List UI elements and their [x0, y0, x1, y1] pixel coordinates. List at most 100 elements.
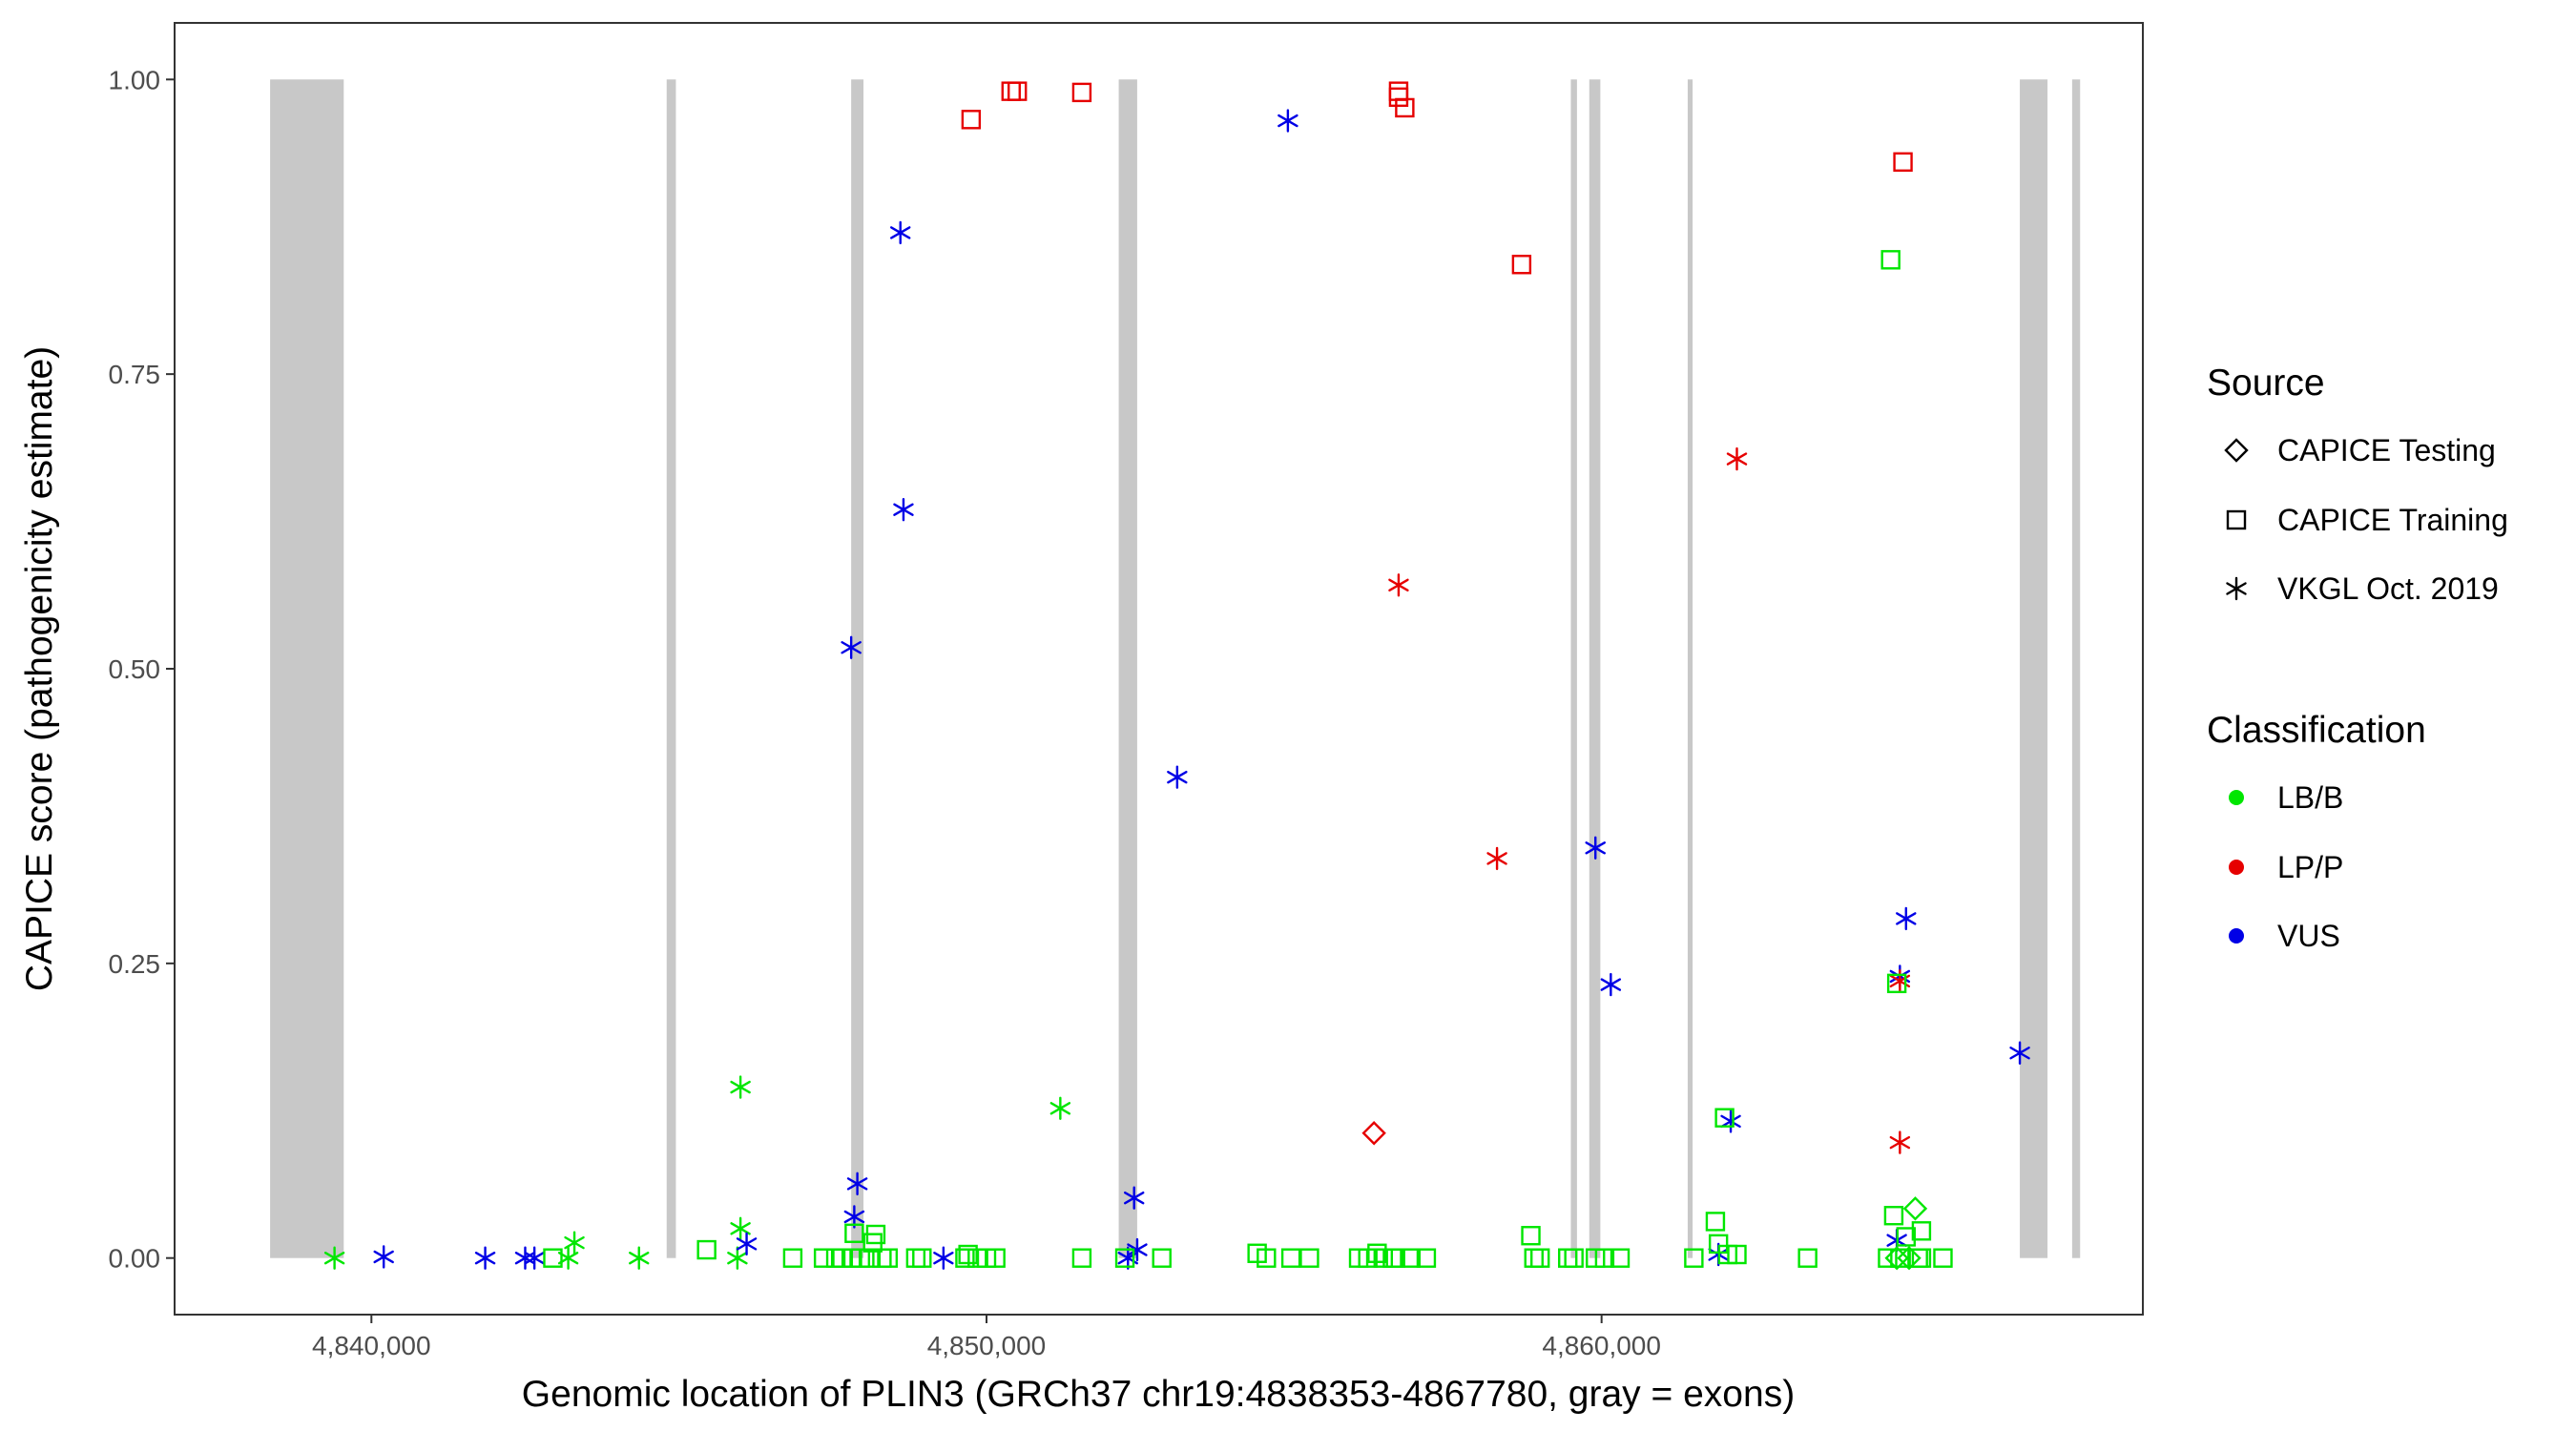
data-point-asterisk [1278, 109, 1298, 133]
data-point-square [1883, 1206, 1904, 1226]
legend-key-diamond [2224, 438, 2249, 463]
data-point-square [1564, 1248, 1584, 1268]
data-point-square [1880, 250, 1901, 270]
data-point-square [1401, 1248, 1422, 1268]
x-tick-label: 4,840,000 [312, 1331, 431, 1360]
legend-label: VKGL Oct. 2019 [2277, 571, 2499, 606]
data-point-asterisk [474, 1246, 496, 1270]
data-point-square [912, 1248, 932, 1268]
data-point-square [1594, 1248, 1615, 1268]
data-point-square [986, 1248, 1006, 1268]
data-point-square [1911, 1221, 1932, 1241]
x-axis-title: Genomic location of PLIN3 (GRCh37 chr19:… [522, 1374, 1795, 1415]
data-point-square [1152, 1248, 1172, 1268]
legend-label: CAPICE Training [2277, 503, 2508, 537]
exon-region [666, 79, 676, 1258]
exon-region [1570, 79, 1577, 1258]
data-point-asterisk [1720, 1110, 1741, 1133]
data-point-square [955, 1248, 975, 1268]
data-point-square [1530, 1248, 1550, 1268]
data-point-asterisk [323, 1246, 345, 1270]
data-point-diamond [1361, 1121, 1386, 1146]
data-point-asterisk [841, 635, 862, 659]
data-point-square [1299, 1248, 1319, 1268]
exon-region [1589, 79, 1601, 1258]
data-point-asterisk [893, 498, 914, 522]
data-point-square [1714, 1108, 1735, 1128]
data-point-square [1114, 1248, 1135, 1268]
data-point-square [1071, 82, 1092, 103]
data-point-asterisk [1889, 1130, 1911, 1154]
data-point-square [1911, 1248, 1932, 1268]
data-point-square [1416, 1248, 1437, 1268]
legend-title-source: Source [2207, 363, 2325, 404]
data-points [323, 81, 2030, 1271]
data-point-square [844, 1223, 864, 1243]
data-point-square [782, 1248, 803, 1268]
data-point-asterisk [1127, 1237, 1148, 1262]
data-point-square [1280, 1248, 1301, 1268]
data-point-asterisk [514, 1246, 536, 1270]
data-point-square [1878, 1248, 1898, 1268]
data-point-asterisk [1486, 846, 1507, 871]
data-point-asterisk [730, 1216, 751, 1241]
data-point-asterisk [1049, 1096, 1071, 1121]
data-point-asterisk [564, 1231, 585, 1255]
data-point-asterisk [1585, 836, 1606, 860]
data-point-asterisk [629, 1246, 650, 1270]
data-point-square [813, 1248, 834, 1268]
data-point-square [1705, 1212, 1726, 1232]
legend-label: VUS [2277, 919, 2340, 953]
exon-region [1687, 79, 1693, 1258]
data-point-square [1257, 1248, 1277, 1268]
exon-regions [270, 79, 2081, 1258]
legend-label: LB/B [2277, 780, 2343, 815]
data-point-square [1684, 1248, 1704, 1268]
data-point-asterisk [524, 1246, 545, 1270]
data-point-asterisk [1726, 446, 1748, 471]
data-point-square [1395, 97, 1415, 118]
data-point-square [1367, 1243, 1387, 1263]
legend-key-square [2226, 509, 2247, 530]
y-axis-title: CAPICE score (pathogenicity estimate) [19, 346, 60, 991]
data-point-square [1797, 1248, 1818, 1268]
data-point-square [1890, 1248, 1910, 1268]
data-point-asterisk [730, 1075, 751, 1099]
y-tick-label: 1.00 [109, 65, 161, 94]
data-point-asterisk [1600, 972, 1622, 997]
legend-key-dot [2229, 860, 2244, 875]
exon-region [2020, 79, 2048, 1258]
exon-region [1118, 79, 1137, 1258]
data-point-square [1008, 81, 1028, 101]
data-point-square [865, 1224, 886, 1245]
axes: 4,840,000 4,850,000 4,860,000 0.00 0.25 0.50 0… [109, 65, 1661, 1360]
data-point-square [1385, 1248, 1405, 1268]
data-point-square [1511, 255, 1532, 275]
data-point-asterisk [890, 220, 911, 245]
data-point-asterisk [736, 1232, 758, 1256]
data-point-square [1521, 1226, 1541, 1246]
y-tick-label: 0.75 [109, 360, 161, 389]
data-point-square [1071, 1248, 1092, 1268]
data-point-asterisk [727, 1246, 748, 1270]
data-point-square [1896, 1227, 1916, 1247]
legend-label: CAPICE Testing [2277, 433, 2496, 467]
data-point-square [860, 1248, 880, 1268]
data-point-asterisk [1167, 765, 1188, 789]
data-point-asterisk [1123, 1186, 1145, 1210]
data-point-asterisk [2009, 1041, 2030, 1065]
data-point-square [878, 1248, 899, 1268]
y-tick-label: 0.50 [109, 654, 161, 684]
data-point-asterisk [373, 1245, 394, 1269]
exon-region [851, 79, 864, 1258]
data-point-square [961, 110, 982, 130]
data-point-diamond [1884, 1246, 1909, 1271]
data-point-square [696, 1239, 717, 1260]
exon-region [270, 79, 344, 1258]
y-tick-label: 0.25 [109, 949, 161, 979]
data-point-square [1893, 152, 1913, 172]
data-point-square [1610, 1248, 1631, 1268]
data-point-square [543, 1248, 563, 1268]
